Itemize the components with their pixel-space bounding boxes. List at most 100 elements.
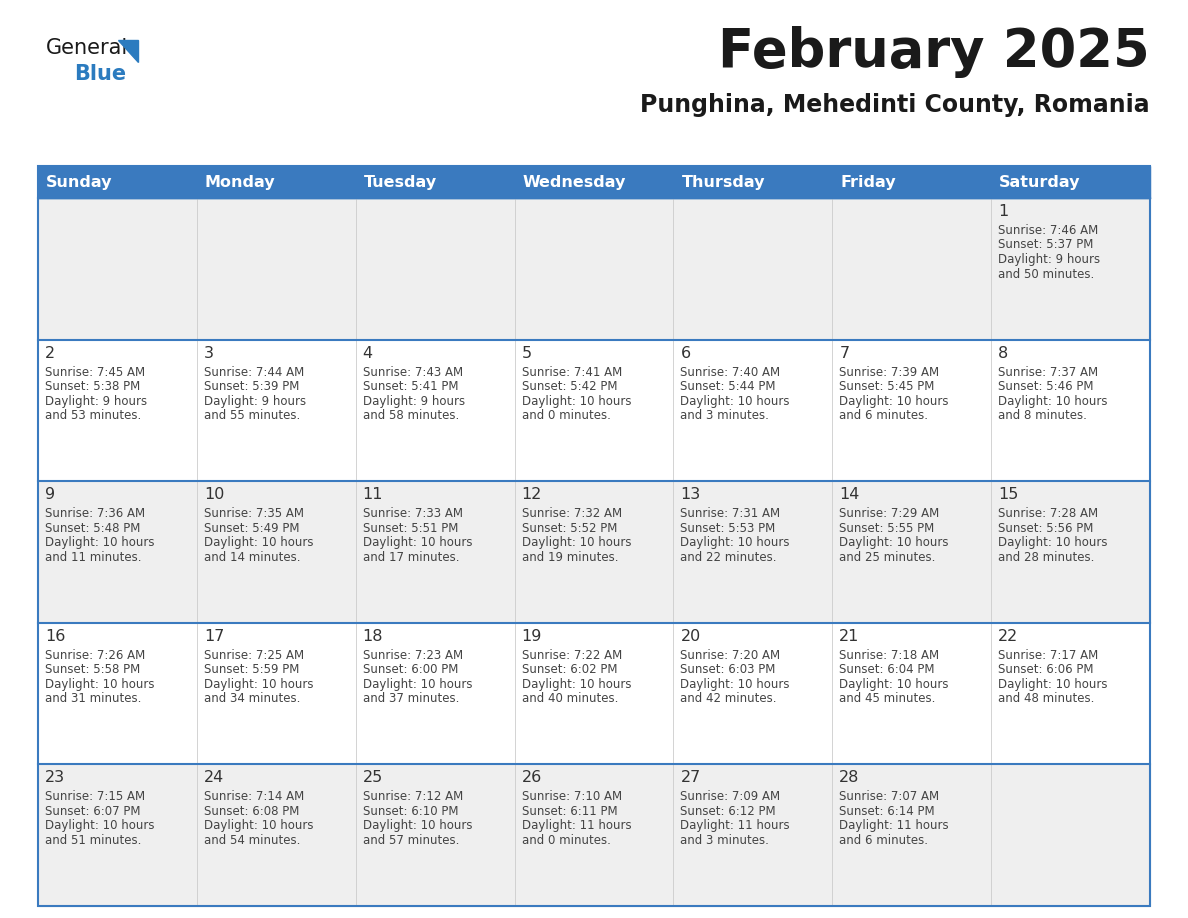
Text: 8: 8 xyxy=(998,345,1009,361)
Text: Sunrise: 7:12 AM: Sunrise: 7:12 AM xyxy=(362,790,463,803)
Text: Saturday: Saturday xyxy=(999,174,1081,189)
Text: Daylight: 10 hours: Daylight: 10 hours xyxy=(681,395,790,408)
Text: Sunrise: 7:25 AM: Sunrise: 7:25 AM xyxy=(204,649,304,662)
Text: and 0 minutes.: and 0 minutes. xyxy=(522,409,611,422)
Text: 2: 2 xyxy=(45,345,55,361)
Text: Sunrise: 7:23 AM: Sunrise: 7:23 AM xyxy=(362,649,463,662)
Text: Daylight: 9 hours: Daylight: 9 hours xyxy=(998,253,1100,266)
Text: Daylight: 10 hours: Daylight: 10 hours xyxy=(839,536,949,549)
Text: Sunrise: 7:10 AM: Sunrise: 7:10 AM xyxy=(522,790,621,803)
Text: Sunset: 5:46 PM: Sunset: 5:46 PM xyxy=(998,380,1094,393)
Text: Daylight: 10 hours: Daylight: 10 hours xyxy=(204,536,314,549)
Text: Sunset: 5:51 PM: Sunset: 5:51 PM xyxy=(362,521,459,534)
Bar xyxy=(38,765,1150,906)
Text: Sunset: 5:41 PM: Sunset: 5:41 PM xyxy=(362,380,459,393)
Text: and 55 minutes.: and 55 minutes. xyxy=(204,409,301,422)
Text: 23: 23 xyxy=(45,770,65,786)
Bar xyxy=(38,340,1150,481)
Text: 17: 17 xyxy=(204,629,225,644)
Text: and 54 minutes.: and 54 minutes. xyxy=(204,834,301,847)
Text: Daylight: 10 hours: Daylight: 10 hours xyxy=(204,677,314,691)
Text: Sunset: 6:06 PM: Sunset: 6:06 PM xyxy=(998,664,1094,677)
Text: Daylight: 10 hours: Daylight: 10 hours xyxy=(681,536,790,549)
Text: and 45 minutes.: and 45 minutes. xyxy=(839,692,936,705)
Text: Sunrise: 7:43 AM: Sunrise: 7:43 AM xyxy=(362,365,463,378)
Text: and 28 minutes.: and 28 minutes. xyxy=(998,551,1094,564)
Text: Sunrise: 7:31 AM: Sunrise: 7:31 AM xyxy=(681,508,781,521)
Bar xyxy=(38,198,1150,340)
Text: 19: 19 xyxy=(522,629,542,644)
Text: Daylight: 10 hours: Daylight: 10 hours xyxy=(522,536,631,549)
Text: and 57 minutes.: and 57 minutes. xyxy=(362,834,459,847)
Text: General: General xyxy=(46,38,128,58)
Text: 21: 21 xyxy=(839,629,860,644)
Text: Sunset: 5:38 PM: Sunset: 5:38 PM xyxy=(45,380,140,393)
Text: Sunrise: 7:32 AM: Sunrise: 7:32 AM xyxy=(522,508,621,521)
Text: Daylight: 10 hours: Daylight: 10 hours xyxy=(45,536,154,549)
Text: Blue: Blue xyxy=(74,64,126,84)
Text: Sunrise: 7:26 AM: Sunrise: 7:26 AM xyxy=(45,649,145,662)
Text: Daylight: 10 hours: Daylight: 10 hours xyxy=(839,677,949,691)
Text: Daylight: 10 hours: Daylight: 10 hours xyxy=(522,395,631,408)
Text: Sunset: 5:53 PM: Sunset: 5:53 PM xyxy=(681,521,776,534)
Text: and 19 minutes.: and 19 minutes. xyxy=(522,551,618,564)
Text: Daylight: 10 hours: Daylight: 10 hours xyxy=(362,677,472,691)
Text: Daylight: 10 hours: Daylight: 10 hours xyxy=(362,536,472,549)
Text: Sunset: 6:02 PM: Sunset: 6:02 PM xyxy=(522,664,617,677)
Text: and 3 minutes.: and 3 minutes. xyxy=(681,834,770,847)
Text: Sunrise: 7:09 AM: Sunrise: 7:09 AM xyxy=(681,790,781,803)
Text: and 37 minutes.: and 37 minutes. xyxy=(362,692,459,705)
Text: Sunrise: 7:37 AM: Sunrise: 7:37 AM xyxy=(998,365,1098,378)
Text: Sunrise: 7:46 AM: Sunrise: 7:46 AM xyxy=(998,224,1099,237)
Text: and 48 minutes.: and 48 minutes. xyxy=(998,692,1094,705)
Text: 15: 15 xyxy=(998,487,1018,502)
Text: and 50 minutes.: and 50 minutes. xyxy=(998,267,1094,281)
Text: Sunrise: 7:41 AM: Sunrise: 7:41 AM xyxy=(522,365,621,378)
Text: Sunset: 6:07 PM: Sunset: 6:07 PM xyxy=(45,805,140,818)
Text: and 11 minutes.: and 11 minutes. xyxy=(45,551,141,564)
Text: 4: 4 xyxy=(362,345,373,361)
Text: and 3 minutes.: and 3 minutes. xyxy=(681,409,770,422)
Text: Sunset: 5:42 PM: Sunset: 5:42 PM xyxy=(522,380,617,393)
Text: 9: 9 xyxy=(45,487,55,502)
Text: Sunset: 5:58 PM: Sunset: 5:58 PM xyxy=(45,664,140,677)
Text: Daylight: 10 hours: Daylight: 10 hours xyxy=(204,820,314,833)
Text: Sunset: 6:03 PM: Sunset: 6:03 PM xyxy=(681,664,776,677)
Text: Daylight: 9 hours: Daylight: 9 hours xyxy=(362,395,465,408)
Text: Sunrise: 7:17 AM: Sunrise: 7:17 AM xyxy=(998,649,1099,662)
Text: Sunrise: 7:18 AM: Sunrise: 7:18 AM xyxy=(839,649,940,662)
Text: and 25 minutes.: and 25 minutes. xyxy=(839,551,936,564)
Text: 7: 7 xyxy=(839,345,849,361)
Text: and 8 minutes.: and 8 minutes. xyxy=(998,409,1087,422)
Text: Sunday: Sunday xyxy=(46,174,113,189)
Text: Sunset: 6:11 PM: Sunset: 6:11 PM xyxy=(522,805,618,818)
Text: and 31 minutes.: and 31 minutes. xyxy=(45,692,141,705)
Text: Sunrise: 7:29 AM: Sunrise: 7:29 AM xyxy=(839,508,940,521)
Text: Daylight: 10 hours: Daylight: 10 hours xyxy=(45,820,154,833)
Text: Friday: Friday xyxy=(840,174,896,189)
Text: Thursday: Thursday xyxy=(682,174,765,189)
Text: Sunset: 5:37 PM: Sunset: 5:37 PM xyxy=(998,239,1093,252)
Text: Sunset: 5:56 PM: Sunset: 5:56 PM xyxy=(998,521,1093,534)
Text: Sunset: 5:52 PM: Sunset: 5:52 PM xyxy=(522,521,617,534)
Text: 27: 27 xyxy=(681,770,701,786)
Text: 11: 11 xyxy=(362,487,384,502)
Text: Sunset: 6:12 PM: Sunset: 6:12 PM xyxy=(681,805,776,818)
Text: and 34 minutes.: and 34 minutes. xyxy=(204,692,301,705)
Text: Daylight: 11 hours: Daylight: 11 hours xyxy=(522,820,631,833)
Text: 24: 24 xyxy=(204,770,225,786)
Text: Sunset: 6:04 PM: Sunset: 6:04 PM xyxy=(839,664,935,677)
Text: Sunset: 5:59 PM: Sunset: 5:59 PM xyxy=(204,664,299,677)
Text: Daylight: 10 hours: Daylight: 10 hours xyxy=(362,820,472,833)
Text: Sunset: 6:10 PM: Sunset: 6:10 PM xyxy=(362,805,459,818)
Text: Sunrise: 7:40 AM: Sunrise: 7:40 AM xyxy=(681,365,781,378)
Text: Daylight: 10 hours: Daylight: 10 hours xyxy=(839,395,949,408)
Text: Sunset: 5:44 PM: Sunset: 5:44 PM xyxy=(681,380,776,393)
Text: Sunrise: 7:39 AM: Sunrise: 7:39 AM xyxy=(839,365,940,378)
Text: 25: 25 xyxy=(362,770,383,786)
Text: 26: 26 xyxy=(522,770,542,786)
Text: 22: 22 xyxy=(998,629,1018,644)
Text: Sunrise: 7:28 AM: Sunrise: 7:28 AM xyxy=(998,508,1098,521)
Text: Sunset: 6:00 PM: Sunset: 6:00 PM xyxy=(362,664,459,677)
Text: Sunset: 5:45 PM: Sunset: 5:45 PM xyxy=(839,380,935,393)
